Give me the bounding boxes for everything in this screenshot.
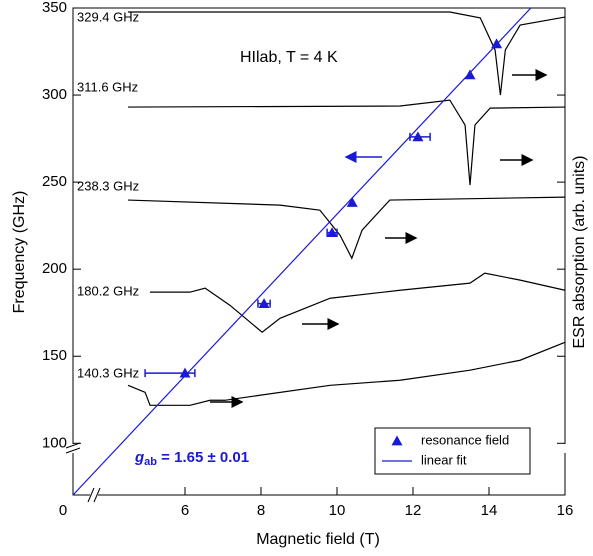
y2-axis-label: ESR absorption (arb. units) xyxy=(571,156,588,349)
marker xyxy=(464,69,476,80)
plot-frame xyxy=(72,7,566,496)
y-tick-label: 250 xyxy=(42,173,67,190)
fit-line xyxy=(72,7,532,496)
trace-label: 238.3 GHz xyxy=(77,178,139,193)
x-tick-label: 0 xyxy=(59,502,67,519)
esr-trace xyxy=(150,272,566,333)
marker xyxy=(258,298,270,309)
x-tick-label: 12 xyxy=(405,502,422,519)
marker xyxy=(346,196,358,207)
y-tick-label: 350 xyxy=(42,0,67,16)
marker xyxy=(491,38,503,49)
arrows xyxy=(210,69,548,408)
trace-label: 140.3 GHz xyxy=(77,365,139,380)
x-tick-label: 16 xyxy=(557,502,574,519)
marker xyxy=(412,131,424,142)
x-tick-label: 8 xyxy=(257,502,265,519)
y-tick-label: 150 xyxy=(42,347,67,364)
annotation: HIlab, T = 4 K xyxy=(240,49,338,66)
x-tick-label: 10 xyxy=(329,502,346,519)
trace-label: 311.6 GHz xyxy=(77,79,138,94)
fit-value: = 1.65 ± 0.01 xyxy=(157,449,249,466)
fit-annotation: gab = 1.65 ± 0.01 xyxy=(134,449,249,468)
axis-breaks xyxy=(65,442,572,503)
fit-subscript: ab xyxy=(144,456,157,468)
esr-trace xyxy=(128,11,566,96)
trace-label: 180.2 GHz xyxy=(77,283,139,298)
x-axis-label: Magnetic field (T) xyxy=(256,531,380,548)
y-tick-label: 200 xyxy=(42,260,67,277)
esr-trace xyxy=(127,99,566,186)
esr-trace xyxy=(127,341,566,406)
trace-label: 329.4 GHz xyxy=(77,9,139,24)
legend-box xyxy=(374,427,531,475)
marker xyxy=(326,227,338,238)
x-tick-label: 14 xyxy=(481,502,498,519)
y-tick-label: 100 xyxy=(42,434,67,451)
legend-label: linear fit xyxy=(421,452,467,467)
y-axis-label: Frequency (GHz) xyxy=(11,191,28,314)
y-tick-label: 300 xyxy=(42,86,67,103)
marker xyxy=(179,367,191,378)
legend-marker xyxy=(391,435,403,446)
esr-trace xyxy=(127,196,566,260)
legend-label: resonance field xyxy=(421,432,509,447)
x-tick-label: 6 xyxy=(181,502,189,519)
fit-symbol: g xyxy=(134,449,144,466)
